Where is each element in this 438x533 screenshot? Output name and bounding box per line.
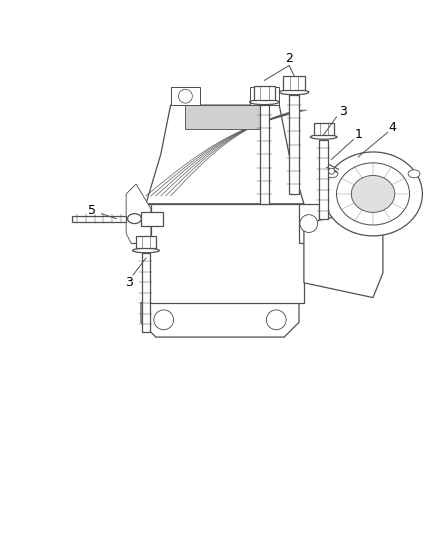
Text: 1: 1 [354, 128, 362, 141]
Circle shape [132, 215, 150, 232]
Polygon shape [319, 140, 328, 219]
Text: 4: 4 [389, 121, 397, 134]
Polygon shape [254, 86, 275, 100]
Text: 2: 2 [285, 52, 293, 65]
Polygon shape [141, 253, 150, 332]
Text: 5: 5 [88, 204, 95, 217]
Polygon shape [185, 104, 265, 130]
Ellipse shape [324, 152, 422, 236]
Ellipse shape [336, 163, 410, 225]
Polygon shape [126, 184, 151, 243]
Polygon shape [289, 95, 299, 194]
Polygon shape [141, 212, 163, 225]
Text: 3: 3 [125, 276, 133, 289]
Polygon shape [250, 87, 279, 105]
Polygon shape [260, 105, 269, 204]
Ellipse shape [133, 248, 159, 253]
Ellipse shape [351, 175, 395, 212]
Circle shape [258, 89, 271, 103]
Ellipse shape [279, 90, 309, 95]
Ellipse shape [408, 170, 420, 177]
Ellipse shape [127, 214, 141, 223]
Polygon shape [283, 76, 305, 90]
Circle shape [179, 89, 192, 103]
Text: 3: 3 [339, 106, 347, 118]
Circle shape [300, 215, 318, 232]
Polygon shape [299, 204, 319, 243]
Ellipse shape [326, 170, 338, 177]
Polygon shape [131, 204, 151, 243]
Ellipse shape [311, 135, 337, 139]
Polygon shape [314, 123, 333, 135]
Circle shape [266, 310, 286, 330]
Polygon shape [136, 237, 156, 248]
Ellipse shape [250, 100, 279, 104]
Polygon shape [146, 105, 304, 204]
Polygon shape [304, 209, 383, 297]
Polygon shape [146, 204, 304, 303]
Polygon shape [171, 87, 200, 105]
Circle shape [154, 310, 173, 330]
Circle shape [328, 168, 335, 174]
Polygon shape [141, 303, 299, 337]
Polygon shape [72, 215, 126, 222]
